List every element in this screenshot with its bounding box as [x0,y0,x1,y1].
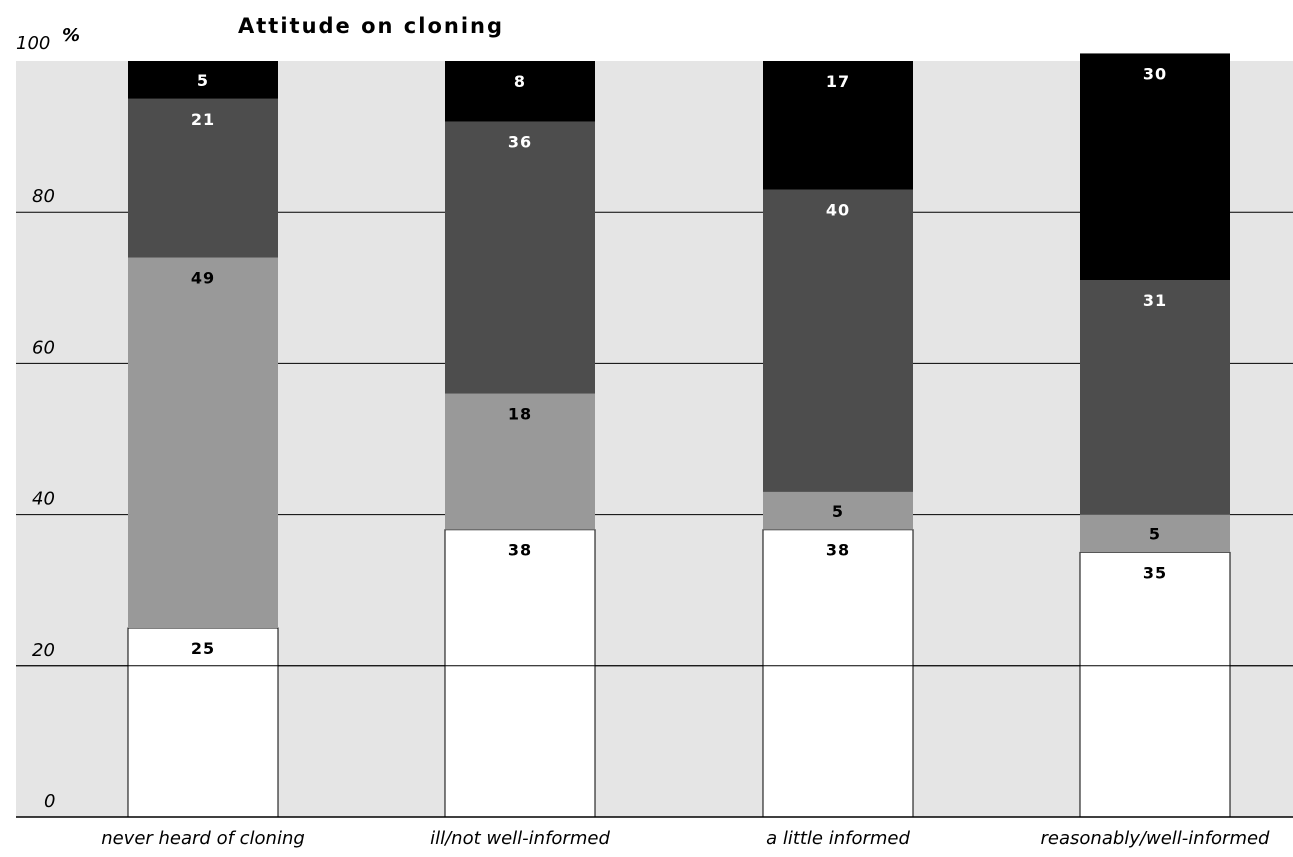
x-category-label-1: never heard of cloning [101,828,305,849]
data-label-4-1: 35 [1143,563,1167,582]
bar-segment-3-2 [763,491,913,530]
data-label-1-2: 49 [191,269,215,288]
y-tick-label-100: 100 [16,33,50,54]
chart-title: Attitude on cloning [238,14,504,38]
bar-segment-4-1 [1079,551,1231,818]
data-label-2-4: 8 [514,72,526,91]
bar-segment-2-2 [445,393,595,530]
x-category-label-4: reasonably/well-informed [1041,828,1271,849]
data-label-4-3: 31 [1143,291,1167,310]
bar-segment-1-2 [128,257,278,628]
data-label-1-3: 21 [191,110,215,129]
bar-segment-2-3 [445,121,595,394]
data-label-2-1: 38 [508,541,532,560]
y-tick-label-40: 40 [32,489,55,510]
data-label-4-2: 5 [1149,525,1161,544]
y-tick-label-60: 60 [32,337,55,358]
data-label-1-4: 5 [197,71,209,90]
bar-segment-3-4 [763,61,913,190]
bar-segment-2-4 [445,61,595,122]
y-tick-label-20: 20 [32,640,55,661]
bar-segment-1-3 [128,98,278,258]
bar-segment-4-3 [1080,280,1230,515]
bar-segment-3-1 [762,529,914,818]
data-label-3-4: 17 [826,72,850,91]
data-label-3-3: 40 [826,201,850,220]
y-tick-label-80: 80 [32,186,55,207]
data-label-1-1: 25 [191,639,215,658]
y-axis-unit-label: % [62,25,81,46]
bar-segment-3-3 [763,189,913,492]
data-label-4-4: 30 [1143,64,1167,83]
bar-segment-2-1 [444,529,596,818]
x-category-label-2: ill/not well-informed [430,828,610,849]
data-label-3-1: 38 [826,541,850,560]
data-label-3-2: 5 [832,502,844,521]
data-label-2-2: 18 [508,405,532,424]
x-category-label-3: a little informed [766,828,910,849]
bar-segment-4-2 [1080,514,1230,553]
y-tick-label-0: 0 [44,791,55,812]
bar-segment-1-4 [128,61,278,99]
data-label-2-3: 36 [508,132,532,151]
bar-segment-4-4 [1080,53,1230,281]
